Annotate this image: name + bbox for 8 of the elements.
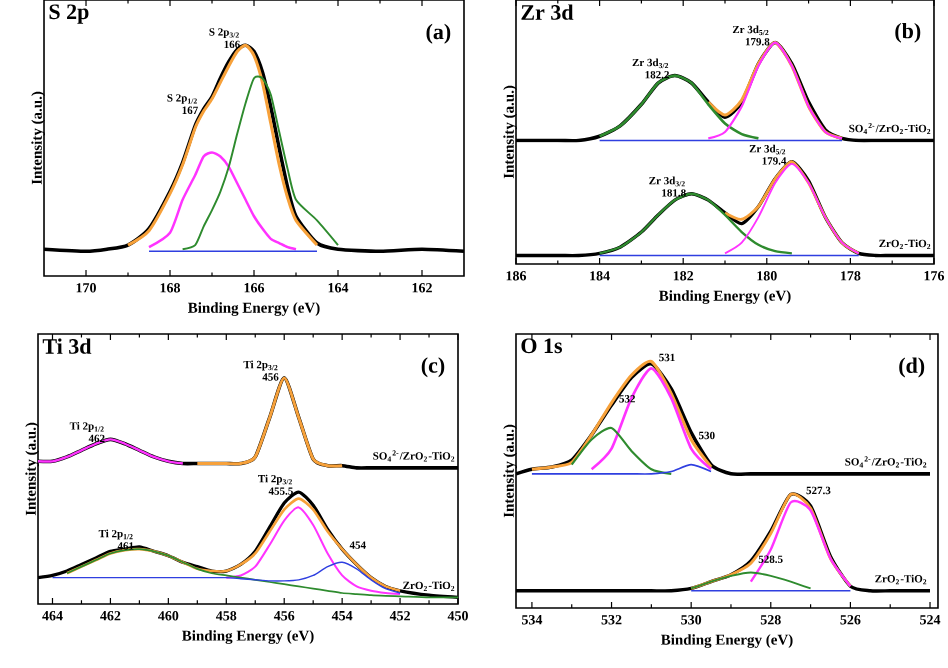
chart-title: O 1s bbox=[521, 338, 563, 354]
chart-title: Ti 3d bbox=[42, 338, 92, 354]
chart-title: S 2p bbox=[49, 4, 89, 24]
text: (a) bbox=[426, 23, 451, 44]
annotation: (b) bbox=[895, 22, 921, 43]
annotation: (d) bbox=[899, 357, 925, 378]
chart-title: Zr 3d bbox=[521, 4, 574, 20]
text: (c) bbox=[421, 357, 445, 378]
